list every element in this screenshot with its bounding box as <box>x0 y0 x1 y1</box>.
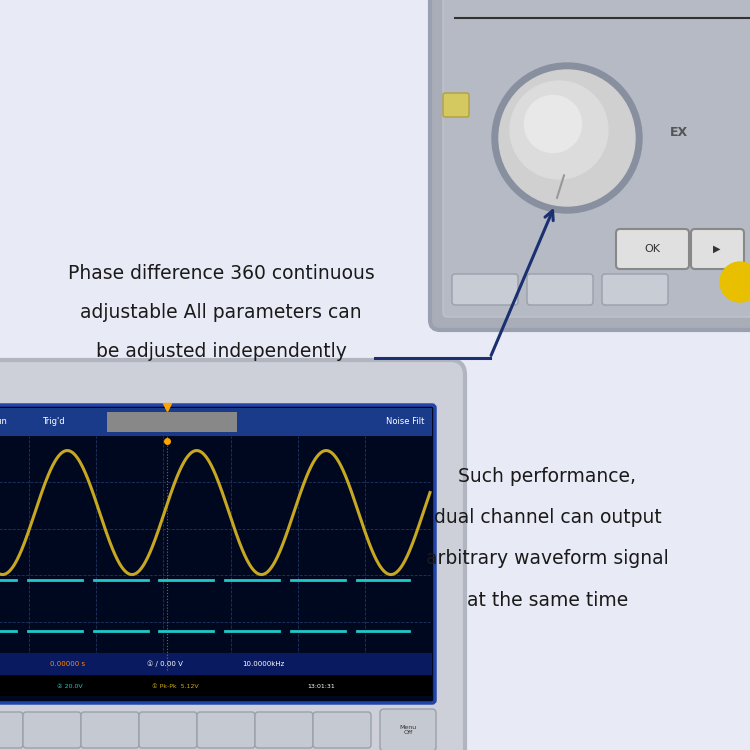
Text: 10k  Run: 10k Run <box>0 418 7 427</box>
Bar <box>0 676 432 696</box>
FancyBboxPatch shape <box>255 712 313 748</box>
Text: be adjusted independently: be adjusted independently <box>96 342 346 362</box>
Text: Noise Filt: Noise Filt <box>386 418 424 427</box>
Text: ▶: ▶ <box>713 244 721 254</box>
Text: 10.0000kHz: 10.0000kHz <box>242 661 284 667</box>
Circle shape <box>492 63 642 213</box>
FancyBboxPatch shape <box>139 712 197 748</box>
FancyBboxPatch shape <box>0 360 465 750</box>
Text: Such performance,: Such performance, <box>458 466 637 486</box>
FancyBboxPatch shape <box>0 405 435 703</box>
FancyBboxPatch shape <box>691 229 744 269</box>
FancyBboxPatch shape <box>616 229 689 269</box>
FancyBboxPatch shape <box>81 712 139 748</box>
FancyBboxPatch shape <box>313 712 371 748</box>
Text: Trig'd: Trig'd <box>42 418 64 427</box>
Text: 13:01:31: 13:01:31 <box>307 683 334 688</box>
Circle shape <box>720 262 750 302</box>
Bar <box>0 408 432 436</box>
Text: EX: EX <box>670 125 688 139</box>
FancyBboxPatch shape <box>380 709 436 750</box>
FancyBboxPatch shape <box>527 274 593 305</box>
Circle shape <box>510 81 608 179</box>
Text: ① Pk-Pk  5.12V: ① Pk-Pk 5.12V <box>152 683 199 688</box>
Text: adjustable All parameters can: adjustable All parameters can <box>80 303 362 322</box>
FancyBboxPatch shape <box>443 0 750 317</box>
FancyBboxPatch shape <box>23 712 81 748</box>
FancyBboxPatch shape <box>0 712 23 748</box>
Text: at the same time: at the same time <box>466 590 628 610</box>
Text: ① / 0.00 V: ① / 0.00 V <box>147 661 183 668</box>
Text: arbitrary waveform signal: arbitrary waveform signal <box>426 549 669 568</box>
Circle shape <box>499 70 635 206</box>
FancyBboxPatch shape <box>602 274 668 305</box>
FancyBboxPatch shape <box>430 0 750 330</box>
Text: Menu
Off: Menu Off <box>399 724 417 736</box>
Text: ② 20.0V: ② 20.0V <box>57 683 82 688</box>
FancyBboxPatch shape <box>452 274 518 305</box>
FancyBboxPatch shape <box>443 93 469 117</box>
Text: 0.00000 s: 0.00000 s <box>50 661 85 667</box>
FancyBboxPatch shape <box>197 712 255 748</box>
Bar <box>107 412 237 432</box>
Bar <box>0 653 432 675</box>
Text: Phase difference 360 continuous: Phase difference 360 continuous <box>68 264 375 284</box>
Text: OK: OK <box>644 244 660 254</box>
Circle shape <box>524 95 581 152</box>
Text: dual channel can output: dual channel can output <box>433 508 662 527</box>
